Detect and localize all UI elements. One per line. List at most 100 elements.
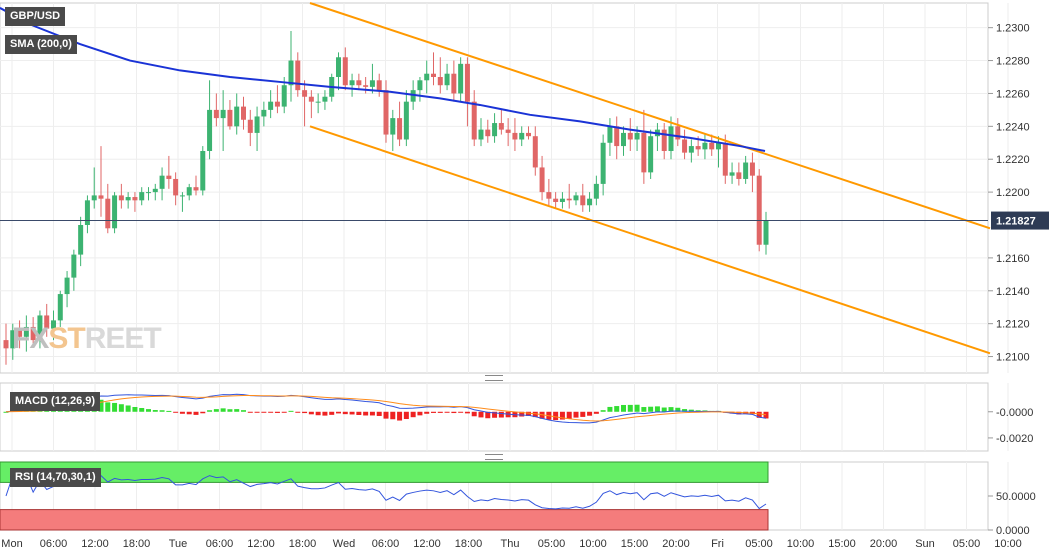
- x-tick-label: 06:00: [372, 538, 400, 550]
- x-tick-label: 15:00: [828, 538, 856, 550]
- candle-body: [349, 80, 355, 86]
- macd-histogram-bar: [302, 411, 308, 414]
- macd-histogram-bar: [336, 411, 341, 414]
- candle-body: [207, 109, 213, 151]
- macd-histogram-bar: [200, 411, 206, 414]
- fxstreet-watermark: FXSTREET: [12, 322, 162, 355]
- macd-histogram-bar: [295, 411, 301, 413]
- macd-histogram-bar: [478, 411, 484, 418]
- candle-body: [44, 315, 50, 329]
- y-tick-label: 1.2220: [996, 154, 1030, 166]
- candle-body: [336, 57, 341, 77]
- candle-body: [200, 151, 206, 191]
- macd-histogram-bar: [580, 411, 586, 417]
- macd-histogram-bar: [614, 406, 620, 412]
- pane-resize-handle-macd[interactable]: [485, 375, 503, 381]
- x-tick-label: Sun: [915, 538, 935, 550]
- candle-body: [383, 90, 389, 135]
- macd-histogram-bar: [458, 411, 464, 413]
- x-tick-label: 18:00: [455, 538, 483, 550]
- candle-body: [91, 195, 97, 201]
- candle-body: [614, 126, 620, 147]
- candle-body: [247, 119, 253, 133]
- macd-histogram-bar: [247, 411, 253, 413]
- macd-histogram-bar: [369, 411, 375, 416]
- macd-histogram-bar: [559, 411, 565, 420]
- current-price-tag: [991, 211, 1049, 230]
- macd-histogram-bar: [600, 410, 606, 412]
- macd-histogram-bar: [288, 410, 294, 412]
- macd-histogram-bar: [227, 409, 233, 412]
- candle-body: [302, 90, 308, 97]
- macd-histogram-bar: [363, 411, 369, 416]
- current-price-label: 1.21827: [996, 216, 1036, 228]
- candle-body: [315, 101, 321, 103]
- candle-body: [451, 73, 457, 94]
- candle-body: [193, 187, 199, 191]
- macd-histogram-bar: [627, 404, 633, 412]
- macd-histogram-bar: [173, 411, 179, 413]
- candle-body: [397, 118, 403, 140]
- macd-histogram-bar: [112, 402, 118, 412]
- macd-histogram-bar: [308, 411, 314, 415]
- macd-histogram-bar: [105, 402, 111, 412]
- candle-body: [342, 57, 348, 86]
- macd-histogram-bar: [661, 407, 667, 412]
- y-tick-label: 1.2280: [996, 56, 1030, 68]
- x-tick-label: 10:00: [787, 538, 815, 550]
- candle-body: [498, 123, 504, 130]
- macd-histogram-bar: [268, 411, 274, 413]
- macd-histogram-bar: [675, 407, 681, 412]
- candle-body: [526, 132, 531, 137]
- candle-body: [98, 195, 104, 199]
- y-tick-label: 1.2260: [996, 88, 1030, 100]
- sma-line: [0, 7, 766, 152]
- rsi-oversold-zone: [0, 509, 769, 531]
- candle-body: [281, 85, 287, 107]
- candle-body: [376, 80, 382, 91]
- y-tick-label: 1.2140: [996, 286, 1030, 298]
- candle-body: [112, 195, 118, 229]
- x-tick-label: 15:00: [621, 538, 649, 550]
- candle-body: [492, 123, 498, 137]
- channel-lower-line: [309, 125, 991, 355]
- channel-upper-line: [309, 2, 991, 230]
- macd-histogram-bar: [274, 411, 280, 413]
- macd-histogram-bar: [315, 411, 321, 416]
- candle-body: [756, 175, 762, 245]
- candle-body: [274, 101, 280, 107]
- macd-histogram-bar: [485, 411, 491, 419]
- candle-body: [166, 175, 172, 179]
- macd-histogram-bar: [682, 409, 688, 412]
- macd-histogram-bar: [397, 411, 403, 421]
- macd-histogram-bar: [261, 411, 267, 413]
- macd-histogram-bar: [159, 410, 165, 412]
- candle-body: [254, 116, 260, 133]
- candle-body: [512, 132, 518, 140]
- candle-body: [559, 198, 565, 202]
- candle-body: [227, 109, 233, 127]
- candle-body: [593, 183, 599, 199]
- candle-body: [702, 142, 708, 150]
- y-tick-label: 1.2200: [996, 187, 1030, 199]
- candle-body: [51, 320, 56, 329]
- candle-body: [84, 200, 90, 225]
- macd-histogram-bar: [566, 411, 572, 419]
- candle-body: [363, 85, 369, 87]
- rsi-tick-label: 0.0000: [996, 525, 1030, 537]
- candle-body: [23, 326, 29, 337]
- macd-histogram-bar: [132, 406, 138, 412]
- candle-body: [688, 146, 694, 153]
- candle-body: [132, 197, 138, 201]
- macd-histogram-bar: [390, 411, 396, 420]
- macd-histogram-bar: [98, 399, 104, 412]
- macd-histogram-bar: [532, 411, 538, 418]
- candle-body: [627, 132, 633, 140]
- macd-histogram-bar: [471, 411, 477, 417]
- pane-resize-handle-rsi[interactable]: [485, 454, 503, 460]
- candle-body: [600, 142, 606, 184]
- macd-histogram-bar: [437, 411, 443, 413]
- macd-histogram-bar: [492, 411, 498, 418]
- macd-histogram-bar: [207, 410, 213, 412]
